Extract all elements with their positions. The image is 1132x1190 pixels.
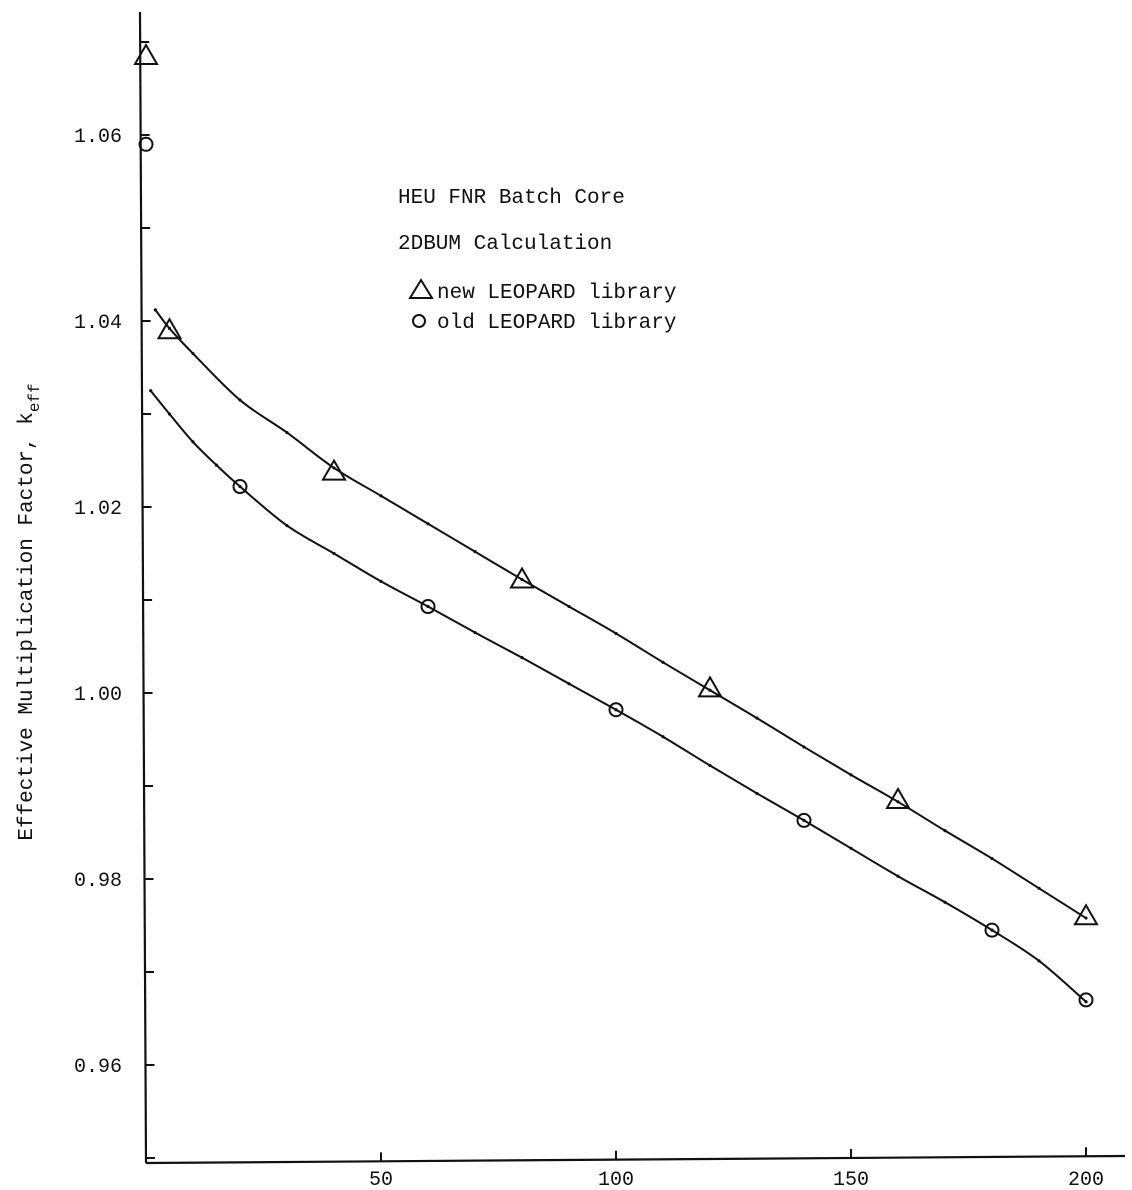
curve-dot <box>473 630 477 635</box>
x-tick-label: 150 <box>833 1169 869 1190</box>
series-curve-circle <box>149 390 1087 1003</box>
circle-marker <box>1078 992 1094 1008</box>
y-tick-label: 1.06 <box>74 126 122 149</box>
circle-marker <box>984 922 1000 938</box>
triangle-marker <box>321 458 347 481</box>
curve-dot <box>661 735 665 739</box>
x-tick-label: 200 <box>1068 1169 1104 1190</box>
curve-dot <box>567 682 571 686</box>
curve-dot <box>379 579 383 584</box>
x-tick-label: 50 <box>369 1169 393 1190</box>
curve-dot <box>943 900 947 904</box>
curve-dot <box>849 846 853 850</box>
curve-dot <box>1084 1000 1088 1004</box>
y-axis-line <box>138 11 148 1164</box>
curve-dot <box>238 484 242 489</box>
curve-dot <box>943 829 947 833</box>
legend-circle-icon <box>412 314 426 328</box>
y-tick-label: 1.00 <box>74 684 122 707</box>
circle-marker <box>232 479 248 495</box>
legend-label-old: old LEOPARD library <box>437 312 676 335</box>
curve-dot <box>708 688 712 692</box>
y-tick-label: 1.04 <box>74 312 122 335</box>
curve-dot <box>755 791 759 796</box>
curve-dot <box>802 818 806 823</box>
curve-dot <box>990 856 994 861</box>
curve-dot <box>426 522 430 526</box>
curve-dot <box>614 708 618 712</box>
circle-marker <box>608 702 624 718</box>
circle-marker <box>138 136 154 152</box>
curve-dot <box>379 494 383 498</box>
triangle-marker <box>509 566 535 589</box>
curve-dot <box>708 763 712 768</box>
curve-dot <box>1037 886 1041 890</box>
y-tick-label: 1.02 <box>74 498 122 521</box>
curve-dot <box>191 440 195 444</box>
annotation-calc: 2DBUM Calculation <box>398 233 612 256</box>
triangle-marker <box>156 317 183 340</box>
curve-dot <box>1037 959 1041 963</box>
curve-dot <box>473 550 477 554</box>
curve-dot <box>426 604 430 609</box>
curve-dot <box>520 656 524 660</box>
curve-dot <box>990 928 994 932</box>
curve-dot <box>849 773 853 777</box>
curve-dot <box>614 631 618 636</box>
markers <box>133 42 1099 1008</box>
axes <box>138 11 1126 1165</box>
curve-dot <box>755 716 759 720</box>
curve-dot <box>285 431 289 435</box>
annotation-core: HEU FNR Batch Core <box>398 187 625 210</box>
y-tick-label: 0.98 <box>74 870 122 893</box>
curves <box>149 308 1088 1004</box>
curve-dot <box>238 398 242 402</box>
curve-dot <box>896 874 900 878</box>
y-axis-label-sub: eff <box>26 383 44 412</box>
x-tick-label: 100 <box>598 1169 634 1190</box>
annotation-block: HEU FNR Batch Core 2DBUM Calculation new… <box>398 187 676 335</box>
curve-dot <box>802 745 806 749</box>
curve-dot <box>167 412 172 416</box>
curve-dot <box>332 466 336 470</box>
curve-dot <box>567 604 571 609</box>
circle-marker <box>420 599 436 615</box>
curve-dot <box>191 351 195 356</box>
curve-dot <box>153 308 157 312</box>
legend-triangle-icon <box>408 278 434 299</box>
x-axis-line <box>145 1154 1126 1165</box>
triangle-marker <box>697 675 723 698</box>
curve-dot <box>896 800 900 804</box>
curve-dot <box>214 463 219 467</box>
x-ticks: 50 100 150 200 <box>369 1147 1104 1190</box>
curve-dot <box>332 551 336 556</box>
y-axis-label-main: Effective Multiplication Factor, k <box>16 412 39 840</box>
curve-dot <box>285 524 289 528</box>
triangle-marker <box>133 42 159 65</box>
series-curve-triangle <box>154 309 1087 919</box>
curve-dot <box>520 577 524 582</box>
y-tick-label: 0.96 <box>74 1056 122 1079</box>
circle-marker <box>796 812 812 828</box>
triangle-marker <box>885 786 911 809</box>
curve-dot <box>167 326 172 331</box>
triangle-marker <box>1073 903 1099 926</box>
curve-dot <box>1084 916 1088 920</box>
y-axis-label: Effective Multiplication Factor, keff <box>16 383 44 840</box>
y-ticks: 0.96 0.98 1.00 1.02 1.04 1.06 <box>74 41 155 1159</box>
curve-dot <box>149 389 153 393</box>
curve-dot <box>661 660 665 664</box>
legend-label-new: new LEOPARD library <box>437 282 676 305</box>
y-axis-label-text: Effective Multiplication Factor, keff <box>16 383 44 840</box>
